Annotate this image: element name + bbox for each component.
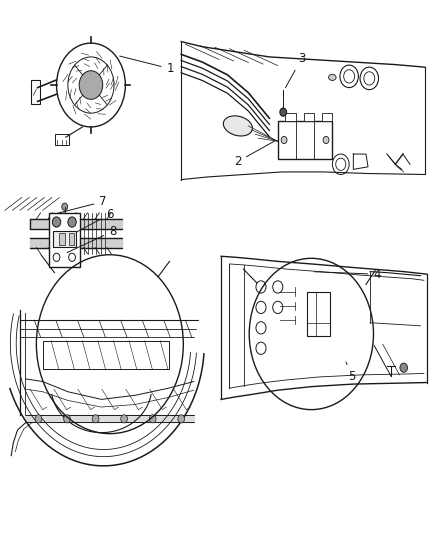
Circle shape [178,415,184,423]
Bar [278,121,332,159]
Ellipse shape [328,74,336,80]
Bar [42,341,169,369]
Bar [322,113,332,121]
Circle shape [79,71,102,99]
Text: 2: 2 [234,141,275,168]
Circle shape [52,217,61,227]
Bar [55,134,69,145]
Ellipse shape [223,116,252,136]
Circle shape [68,217,76,227]
Circle shape [92,415,99,423]
Text: 8: 8 [67,225,117,253]
Circle shape [400,363,407,373]
Circle shape [64,415,71,423]
Text: 5: 5 [346,362,356,383]
Bar [53,231,76,247]
Circle shape [280,108,286,116]
Circle shape [35,415,42,423]
Bar [60,233,64,245]
Bar [31,80,40,104]
Bar [49,213,81,266]
Circle shape [62,203,67,211]
Text: 7: 7 [58,195,107,213]
Circle shape [323,136,329,143]
Text: 6: 6 [66,208,113,238]
Bar [307,292,330,335]
Bar [304,113,314,121]
Text: 3: 3 [286,52,305,88]
Circle shape [281,136,287,143]
Bar [69,233,74,245]
Text: 1: 1 [120,56,174,75]
Circle shape [121,415,127,423]
Text: 4: 4 [314,268,381,281]
Bar [285,113,296,121]
Circle shape [149,415,156,423]
